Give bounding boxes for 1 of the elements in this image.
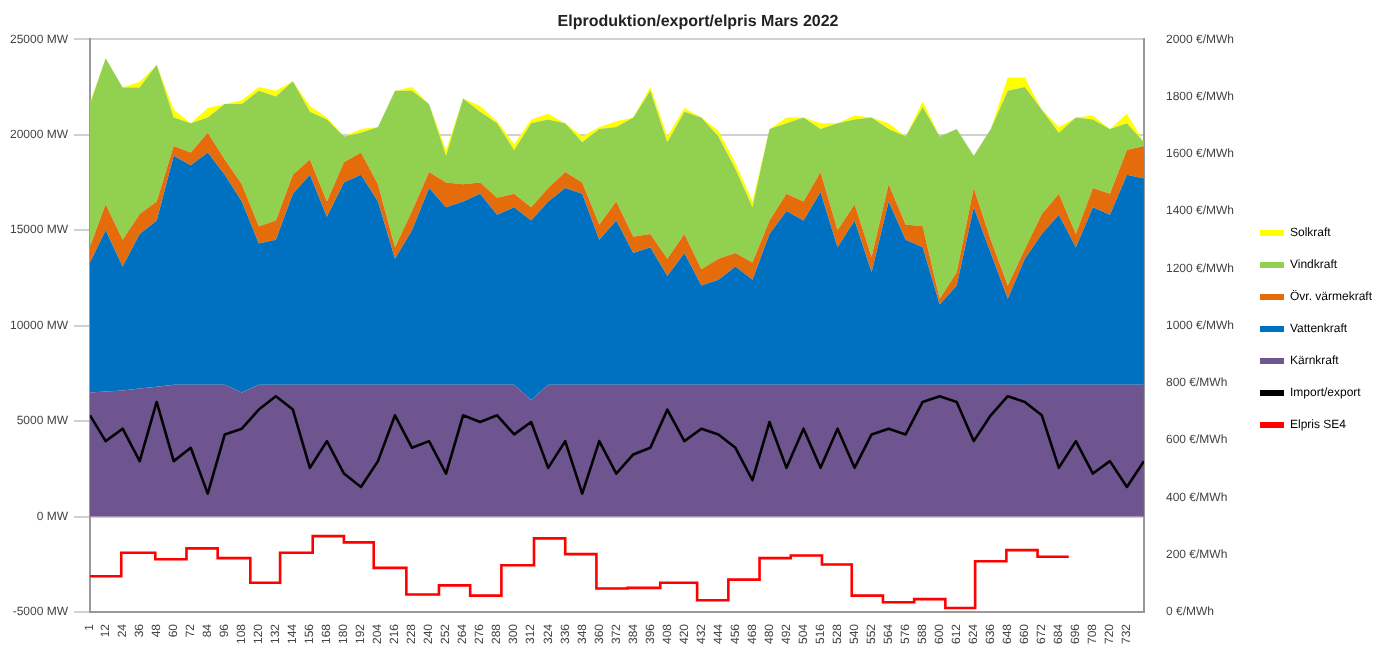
chart-title: Elproduktion/export/elpris Mars 2022 bbox=[557, 12, 840, 31]
